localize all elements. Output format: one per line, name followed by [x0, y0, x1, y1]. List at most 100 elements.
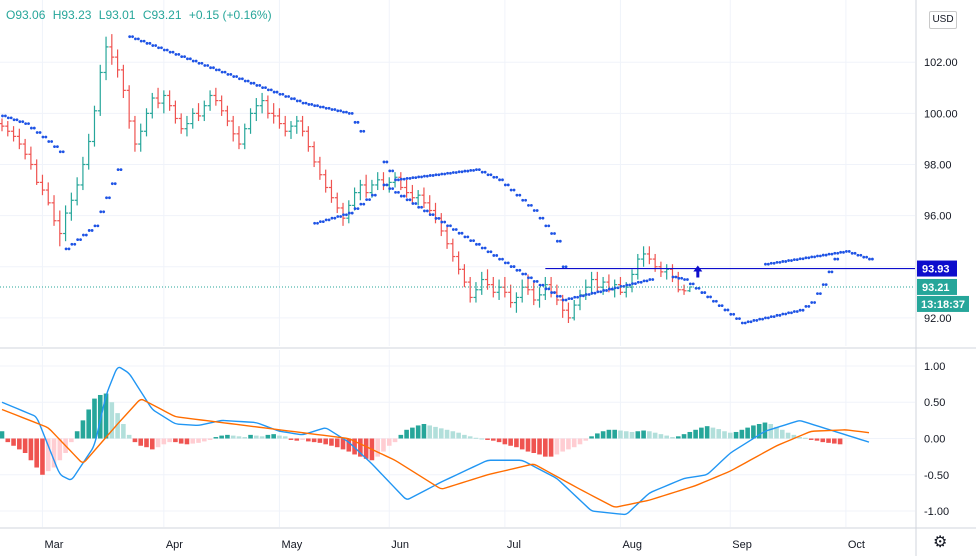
sar-dot	[775, 313, 779, 317]
sar-dot	[553, 291, 556, 294]
histogram-bar	[433, 426, 438, 439]
ohlc-bar	[288, 121, 294, 139]
sar-dot	[301, 101, 305, 105]
last-price-tag	[917, 278, 957, 295]
macd-tick-label: 1.00	[924, 361, 945, 373]
ohlc-bar	[109, 34, 115, 65]
sar-dot	[368, 198, 371, 202]
sar-dot	[850, 251, 854, 255]
sar-dot	[761, 317, 764, 321]
sar-dot	[501, 257, 504, 261]
sar-dot	[183, 55, 186, 59]
histogram-bar	[652, 432, 658, 439]
sar-dot	[206, 64, 210, 67]
histogram-bar	[566, 438, 571, 450]
parabolic-sar-dots	[1, 35, 874, 325]
sar-dot	[402, 177, 406, 181]
histogram-bar	[277, 435, 282, 439]
sar-dot	[561, 298, 565, 302]
sar-dot	[599, 290, 603, 294]
sar-dot	[420, 175, 423, 179]
ohlc-bar	[363, 174, 369, 198]
sar-dot	[798, 308, 802, 312]
ohlc-bar	[178, 113, 184, 134]
ohlc-bar	[357, 179, 363, 201]
gear-icon[interactable]: ⚙	[933, 534, 948, 551]
sar-dot	[333, 108, 337, 111]
histogram-bar	[600, 431, 606, 439]
histogram-bar	[479, 438, 485, 440]
ohlc-bar	[276, 108, 282, 129]
sar-dot	[579, 294, 582, 298]
ohlc-bar	[438, 213, 444, 237]
ohlc-bar	[687, 286, 693, 293]
sar-dot	[220, 70, 224, 74]
sar-dot	[76, 238, 80, 242]
currency-button[interactable]: USD	[929, 11, 957, 29]
sar-dot	[558, 239, 562, 243]
histogram-bar	[623, 431, 629, 439]
histogram-bar	[0, 431, 5, 439]
histogram-bar	[40, 438, 45, 475]
sar-dot	[686, 278, 689, 281]
histogram-bar	[699, 427, 704, 439]
sar-dot	[824, 253, 828, 257]
histogram-bar	[346, 438, 352, 452]
ohlc-bar	[635, 253, 641, 280]
macd-tick-label: 0.00	[924, 434, 945, 446]
ohlc-bar	[57, 210, 63, 247]
sar-dot	[807, 304, 811, 308]
sar-dot	[425, 174, 429, 178]
sar-dot	[272, 90, 276, 94]
histogram-bar	[762, 422, 768, 439]
sar-dot	[41, 135, 45, 139]
sar-dot	[307, 103, 311, 106]
histogram-bar	[658, 434, 664, 439]
sar-dot	[758, 317, 762, 321]
sar-dot	[434, 173, 438, 177]
ohlc-bar	[323, 169, 329, 193]
ohlc-bar	[230, 115, 236, 142]
sar-dot	[1, 114, 4, 118]
sar-dot	[755, 319, 759, 322]
ohlc-legend: O93.06 H93.23 L93.01 C93.21 +0.15 (+0.16…	[6, 8, 276, 22]
ohlc-bar	[126, 85, 132, 129]
sar-dot	[451, 171, 455, 174]
sar-dot	[587, 293, 591, 296]
sar-dot	[847, 250, 851, 253]
price-tick-label: 100.00	[924, 108, 958, 120]
sar-dot	[486, 250, 490, 254]
sar-dot	[87, 229, 91, 232]
histogram-bar	[647, 431, 652, 439]
sar-dot	[440, 220, 444, 224]
sar-dot	[342, 213, 345, 217]
sar-dot	[353, 207, 357, 210]
sar-dot	[804, 256, 808, 260]
histogram-bar	[768, 423, 774, 439]
sar-dot	[411, 176, 415, 180]
ohlc-bar	[196, 103, 202, 122]
sar-dot	[336, 215, 340, 218]
sar-dot	[50, 140, 54, 143]
sar-dot	[749, 320, 753, 324]
ohlc-bar	[375, 172, 381, 191]
histogram-bar	[635, 431, 641, 439]
sar-dot	[177, 53, 181, 56]
sar-dot	[365, 198, 369, 202]
sar-dot	[12, 118, 16, 122]
sar-dot	[787, 311, 790, 315]
histogram-bar	[664, 435, 669, 439]
sar-dot	[824, 283, 828, 287]
sar-dot	[32, 126, 36, 130]
sar-dot	[411, 202, 415, 205]
sar-dot	[388, 187, 392, 191]
sar-dot	[417, 175, 421, 179]
ohlc-bar	[496, 279, 502, 300]
sar-dot	[466, 235, 470, 239]
sar-dot	[480, 170, 484, 174]
sar-dot	[397, 178, 400, 182]
histogram-bar	[57, 438, 63, 461]
sar-dot	[503, 261, 507, 265]
price-tick-label: 98.00	[924, 159, 952, 171]
